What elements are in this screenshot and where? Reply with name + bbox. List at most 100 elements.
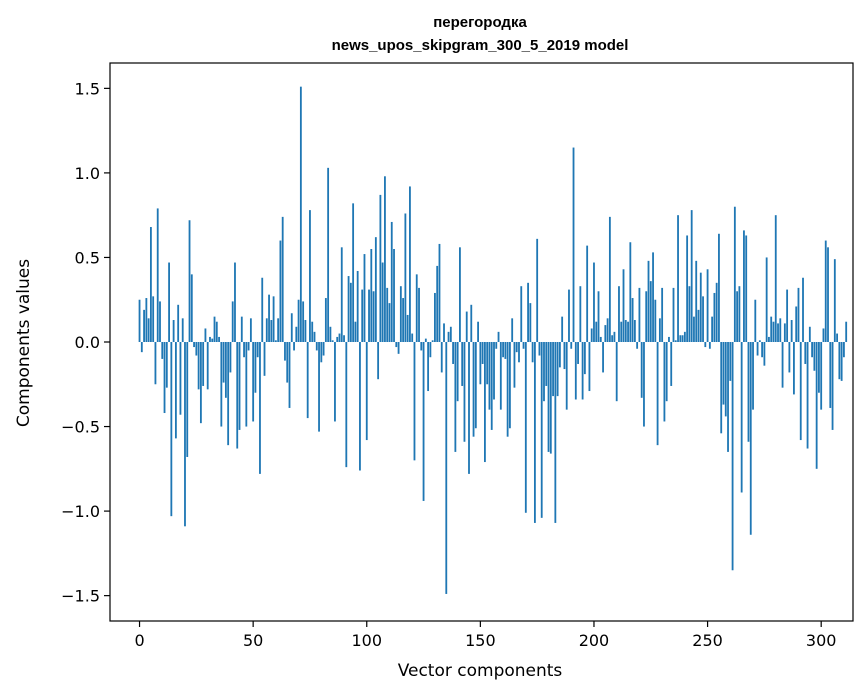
bar — [554, 342, 557, 523]
bars-group — [138, 86, 848, 594]
bar — [311, 321, 314, 342]
bar — [156, 208, 159, 342]
bar — [218, 336, 220, 342]
bar — [227, 342, 230, 446]
bar — [295, 326, 298, 342]
bar — [745, 235, 748, 342]
bar — [590, 328, 593, 342]
bar — [622, 269, 625, 342]
bar — [427, 342, 430, 392]
bar — [831, 342, 834, 430]
bar — [681, 335, 684, 342]
bar — [795, 306, 798, 342]
bar — [484, 342, 486, 463]
bar — [393, 249, 395, 342]
bar — [234, 262, 236, 342]
bar — [402, 298, 405, 342]
bar — [833, 259, 836, 342]
bar — [243, 342, 245, 358]
bar — [272, 296, 275, 342]
bar — [152, 296, 155, 342]
bar — [318, 342, 320, 432]
bar — [356, 270, 359, 342]
bar — [313, 331, 316, 342]
bar — [729, 342, 732, 381]
bar — [706, 269, 709, 342]
bar — [222, 342, 225, 383]
bar — [481, 342, 484, 364]
bar — [579, 286, 582, 342]
bar — [704, 342, 707, 348]
bar — [811, 342, 814, 358]
bar — [170, 342, 173, 517]
bar — [843, 342, 845, 358]
bar — [690, 210, 693, 342]
bar — [349, 282, 352, 342]
bar — [449, 326, 452, 342]
y-axis-label: Components values — [14, 259, 34, 427]
bar — [722, 342, 725, 405]
bar — [631, 298, 634, 342]
bar — [556, 342, 559, 397]
bar — [306, 342, 309, 419]
bar — [827, 247, 829, 342]
bar — [643, 342, 645, 427]
bar — [806, 342, 809, 449]
bar — [758, 340, 761, 342]
bar — [447, 331, 450, 342]
bar — [774, 215, 777, 342]
bar — [568, 289, 570, 342]
bar — [529, 303, 532, 342]
bar — [815, 342, 818, 469]
bar — [263, 342, 266, 376]
bar — [647, 260, 650, 342]
bar — [472, 342, 475, 437]
bar — [240, 316, 243, 342]
bar — [445, 342, 448, 594]
bar — [633, 320, 636, 342]
bar — [361, 289, 364, 342]
bar — [390, 221, 393, 342]
bar — [731, 342, 734, 571]
bar — [279, 240, 282, 342]
bar — [304, 320, 307, 342]
bar — [497, 331, 500, 342]
bar — [443, 323, 445, 342]
bar — [154, 342, 157, 385]
bar — [404, 213, 407, 342]
y-tick-label: −1.5 — [61, 587, 100, 606]
bar — [615, 342, 618, 402]
x-tick-label: 50 — [243, 631, 263, 650]
bar — [399, 286, 402, 342]
bar — [454, 342, 457, 452]
bar — [652, 252, 654, 342]
bar — [547, 342, 550, 452]
bar — [281, 216, 284, 342]
bar — [424, 338, 427, 342]
y-tick-label: 0.5 — [75, 248, 100, 267]
bar — [386, 287, 389, 342]
bar — [656, 342, 659, 446]
bar — [463, 342, 466, 442]
bar — [549, 342, 552, 454]
bar — [595, 321, 598, 342]
bar — [259, 342, 261, 474]
bar — [479, 342, 482, 385]
bar — [368, 289, 370, 342]
bar — [740, 342, 743, 493]
bar — [724, 342, 727, 417]
bar — [522, 342, 525, 349]
chart-title-line1: перегородка — [433, 14, 527, 31]
bar — [172, 320, 175, 342]
bar — [411, 333, 414, 342]
bar — [624, 320, 627, 342]
bar — [572, 147, 575, 342]
bar — [661, 287, 664, 342]
bar — [599, 336, 602, 342]
bar — [143, 309, 145, 342]
bar — [174, 342, 177, 439]
bar — [699, 272, 702, 342]
bar — [236, 342, 239, 449]
bar — [511, 318, 514, 342]
